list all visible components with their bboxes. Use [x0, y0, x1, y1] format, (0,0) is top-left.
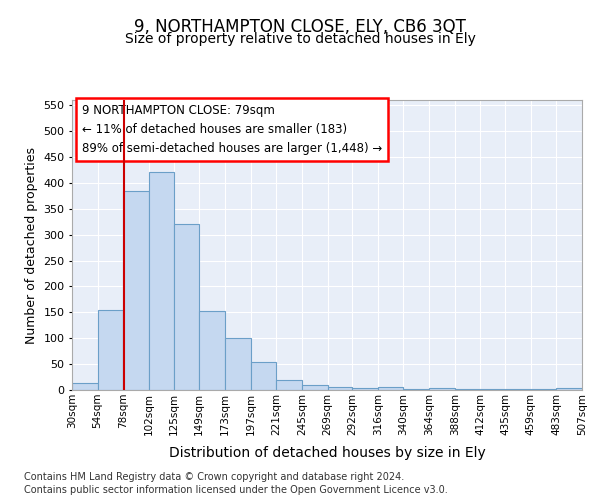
Bar [98, 310, 124, 390]
Bar [225, 338, 251, 390]
Bar [378, 388, 403, 390]
Text: 9, NORTHAMPTON CLOSE, ELY, CB6 3QT: 9, NORTHAMPTON CLOSE, ELY, CB6 3QT [134, 18, 466, 36]
Bar [173, 224, 199, 390]
Bar [328, 387, 352, 390]
Bar [199, 311, 225, 390]
Bar [72, 384, 98, 390]
Bar [276, 380, 302, 390]
Bar [481, 389, 505, 390]
Text: Contains public sector information licensed under the Open Government Licence v3: Contains public sector information licen… [24, 485, 448, 495]
Bar [556, 388, 582, 390]
Bar [149, 172, 173, 390]
Bar [302, 385, 328, 390]
Text: Contains HM Land Registry data © Crown copyright and database right 2024.: Contains HM Land Registry data © Crown c… [24, 472, 404, 482]
Bar [124, 191, 149, 390]
X-axis label: Distribution of detached houses by size in Ely: Distribution of detached houses by size … [169, 446, 485, 460]
Bar [251, 362, 276, 390]
Bar [429, 388, 455, 390]
Text: Size of property relative to detached houses in Ely: Size of property relative to detached ho… [125, 32, 475, 46]
Bar [352, 388, 378, 390]
Y-axis label: Number of detached properties: Number of detached properties [25, 146, 38, 344]
Text: 9 NORTHAMPTON CLOSE: 79sqm
← 11% of detached houses are smaller (183)
89% of sem: 9 NORTHAMPTON CLOSE: 79sqm ← 11% of deta… [82, 104, 382, 156]
